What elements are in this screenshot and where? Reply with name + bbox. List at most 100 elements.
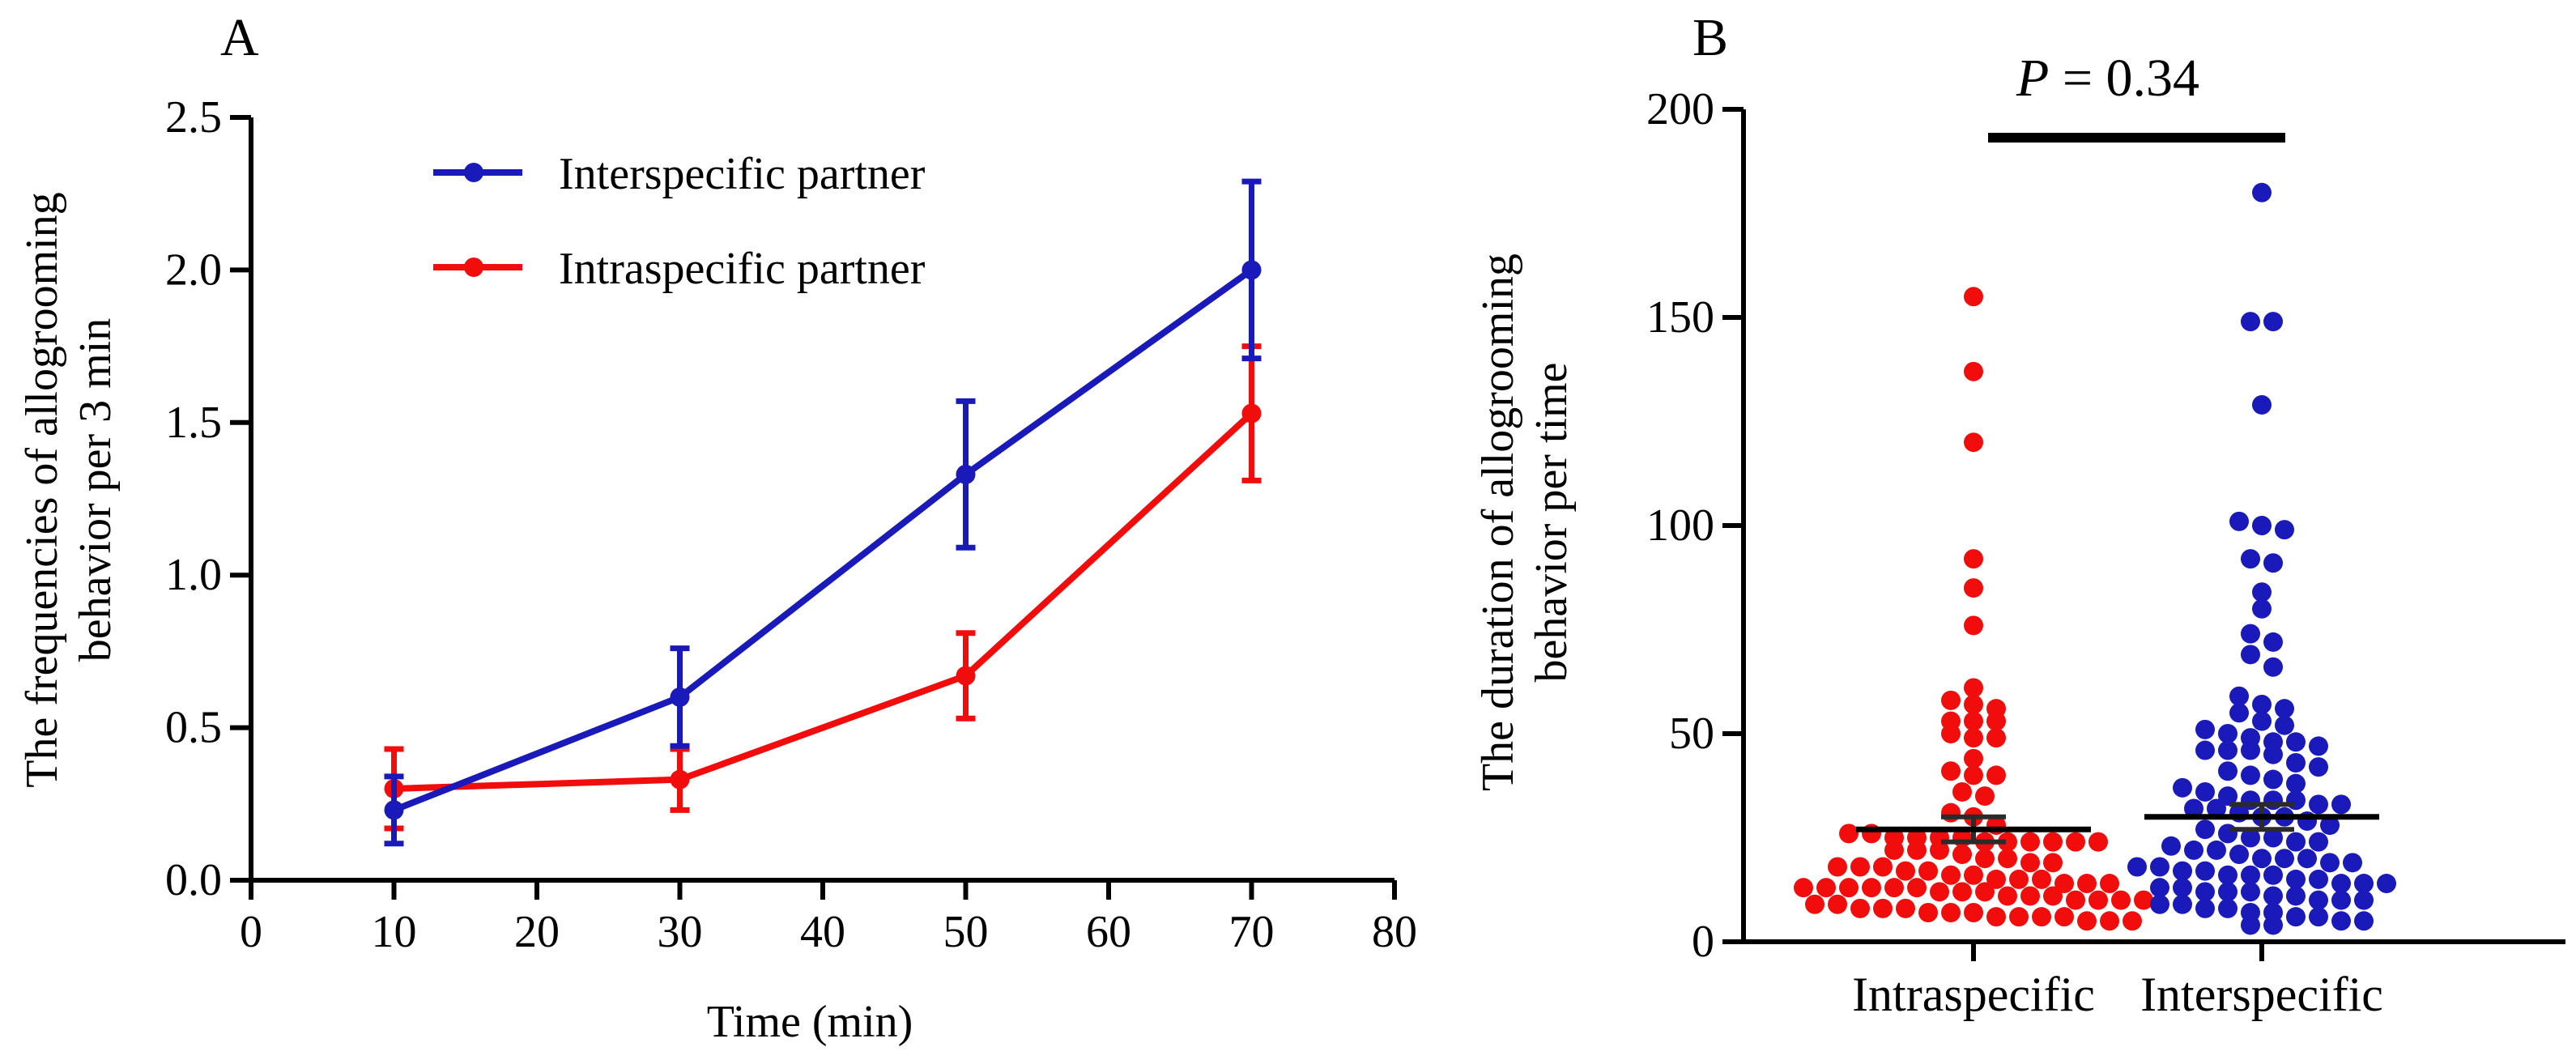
- dot-intraspecific: [1828, 894, 1847, 914]
- dot-interspecific: [2150, 857, 2169, 877]
- dot-interspecific: [2354, 890, 2374, 910]
- dot-interspecific: [2286, 752, 2306, 773]
- data-point-intraspecific: [670, 769, 690, 790]
- dot-intraspecific: [1964, 748, 1983, 768]
- dot-interspecific: [2218, 740, 2238, 760]
- panel-b-label: B: [1692, 8, 1728, 67]
- dot-intraspecific: [1918, 861, 1938, 881]
- dot-interspecific: [2275, 849, 2294, 869]
- dot-interspecific: [2263, 886, 2283, 906]
- dot-intraspecific: [1986, 869, 2006, 889]
- dot-interspecific: [2252, 182, 2272, 202]
- dot-interspecific: [2195, 781, 2215, 802]
- dot-intraspecific: [1862, 878, 1881, 898]
- dot-intraspecific: [2043, 853, 2063, 873]
- dot-interspecific: [2252, 711, 2272, 731]
- dot-intraspecific: [2043, 886, 2063, 906]
- panel-a-y-ticks: 0.0 0.5 1.0 1.5 2.0 2.5: [165, 92, 251, 905]
- dot-interspecific: [2173, 894, 2192, 914]
- dot-intraspecific: [2066, 890, 2085, 910]
- a-xtick-label: 50: [943, 907, 989, 957]
- panel-b: B P = 0.34 The duration of allogrooming …: [1473, 8, 2565, 1021]
- dot-intraspecific: [1986, 728, 2006, 748]
- dot-interspecific: [2263, 790, 2283, 811]
- dot-interspecific: [2263, 915, 2283, 935]
- dot-interspecific: [2218, 724, 2238, 743]
- dot-intraspecific: [1964, 695, 1983, 715]
- p-value-annotation: P = 0.34: [2016, 49, 2199, 108]
- dot-interspecific: [2241, 645, 2260, 665]
- dot-interspecific: [2354, 874, 2374, 894]
- dot-interspecific: [2218, 761, 2238, 781]
- dot-intraspecific: [2032, 869, 2051, 889]
- p-value-symbol: P: [2016, 49, 2049, 108]
- a-xtick-label: 40: [800, 907, 845, 957]
- dot-intraspecific: [2032, 907, 2051, 927]
- dot-interspecific: [2241, 865, 2260, 885]
- dot-intraspecific: [1964, 361, 1983, 381]
- dot-intraspecific: [1930, 882, 1949, 902]
- dot-intraspecific: [1896, 898, 1915, 918]
- dot-interspecific: [2275, 699, 2294, 719]
- dot-interspecific: [2309, 832, 2328, 852]
- dot-interspecific: [2263, 657, 2283, 677]
- a-xtick-label: 20: [514, 907, 560, 957]
- p-value-text: = 0.34: [2049, 49, 2199, 108]
- dot-intraspecific: [1964, 615, 1983, 636]
- dot-intraspecific: [1964, 287, 1983, 307]
- dot-interspecific: [2252, 394, 2272, 415]
- dot-intraspecific: [1964, 711, 1983, 731]
- dot-intraspecific: [1941, 690, 1961, 710]
- a-xtick-label: 80: [1372, 907, 1417, 957]
- data-point-intraspecific: [1241, 403, 1262, 424]
- legend-marker-interspecific: [464, 163, 483, 182]
- a-xtick-label: 30: [658, 907, 703, 957]
- panel-a-series: [384, 178, 1262, 847]
- dot-interspecific: [2309, 869, 2328, 889]
- dot-intraspecific: [2088, 890, 2108, 910]
- dot-intraspecific: [1952, 781, 1972, 802]
- a-ytick-label: 2.5: [165, 92, 222, 143]
- dot-interspecific: [2331, 890, 2351, 910]
- panel-a-ylabel-line2: behavior per 3 min: [70, 318, 121, 662]
- dot-interspecific: [2263, 769, 2283, 790]
- dot-intraspecific: [1941, 802, 1961, 823]
- dot-interspecific: [2207, 840, 2226, 860]
- dot-interspecific: [2263, 312, 2283, 332]
- dot-intraspecific: [2111, 890, 2131, 910]
- dot-intraspecific: [2077, 874, 2097, 894]
- dot-intraspecific: [1930, 840, 1949, 860]
- b-category-label: Interspecific: [2140, 968, 2383, 1021]
- dot-intraspecific: [1896, 861, 1915, 881]
- dot-interspecific: [2286, 773, 2306, 794]
- dot-intraspecific: [2100, 874, 2119, 894]
- dot-interspecific: [2195, 719, 2215, 739]
- dot-interspecific: [2195, 740, 2215, 760]
- a-ytick-label: 0.5: [165, 703, 222, 753]
- dot-interspecific: [2275, 520, 2294, 540]
- dot-intraspecific: [2020, 853, 2040, 873]
- dot-interspecific: [2252, 849, 2272, 869]
- dot-interspecific: [2218, 824, 2238, 844]
- dot-interspecific: [2218, 786, 2238, 807]
- dot-interspecific: [2286, 790, 2306, 811]
- dot-intraspecific: [1907, 878, 1927, 898]
- dot-interspecific: [2241, 882, 2260, 902]
- dot-intraspecific: [1964, 678, 1983, 698]
- dot-intraspecific: [1986, 907, 2006, 927]
- dot-interspecific: [2241, 549, 2260, 569]
- dot-intraspecific: [2009, 869, 2029, 889]
- dot-intraspecific: [1986, 711, 2006, 731]
- dot-intraspecific: [2077, 911, 2097, 931]
- dot-intraspecific: [1964, 903, 1983, 923]
- dot-intraspecific: [1828, 857, 1847, 877]
- dot-interspecific: [2241, 915, 2260, 935]
- panel-b-points: [1794, 182, 2396, 935]
- dot-intraspecific: [1850, 857, 1870, 877]
- dot-interspecific: [2286, 886, 2306, 906]
- dot-intraspecific: [2088, 832, 2108, 852]
- data-point-interspecific: [1241, 260, 1262, 280]
- dot-interspecific: [2252, 598, 2272, 619]
- dot-interspecific: [2309, 757, 2328, 777]
- b-ytick-label: 150: [1646, 292, 1714, 343]
